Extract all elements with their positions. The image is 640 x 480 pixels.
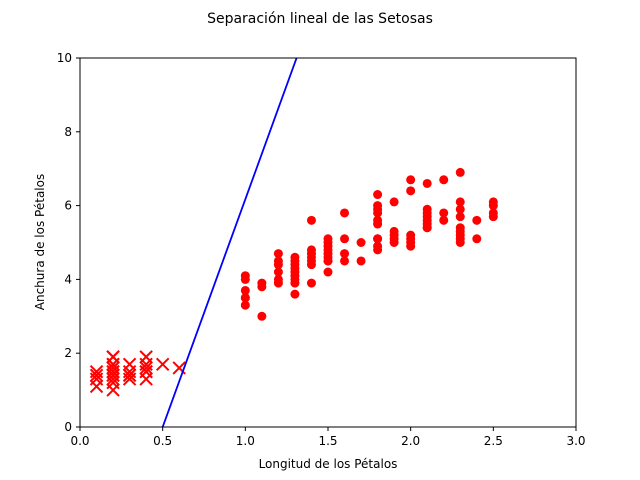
setosa-point (106, 350, 120, 364)
non-setosa-point (389, 230, 399, 240)
non-setosa-point (240, 285, 250, 295)
y-tick-label: 10 (57, 51, 72, 65)
non-setosa-point (455, 230, 465, 240)
y-tick-label: 0 (64, 420, 72, 434)
non-setosa-point (455, 212, 465, 222)
non-setosa-point (273, 256, 283, 266)
non-setosa-point (290, 289, 300, 299)
non-setosa-point (488, 208, 498, 218)
non-setosa-point (455, 167, 465, 177)
non-setosa-point (439, 208, 449, 218)
non-setosa-point (306, 252, 316, 262)
non-setosa-point (306, 215, 316, 225)
setosa-point (122, 368, 137, 383)
non-setosa-point (422, 208, 432, 218)
non-setosa-point (373, 241, 383, 251)
non-setosa-point (472, 215, 482, 225)
non-setosa-point (439, 215, 449, 225)
x-axis-label: Longitud de los Pétalos (259, 457, 398, 471)
axis-ticks: 0.0 0.5 1.0 1.5 2.0 2.5 3.0 0 2 4 6 8 10 (57, 51, 586, 448)
x-tick-label: 1.5 (318, 434, 337, 448)
setosa-point (139, 350, 153, 364)
non-setosa-point (406, 186, 416, 196)
setosa-point (139, 361, 153, 375)
y-axis-label: Anchura de los Pétalos (33, 174, 47, 310)
x-tick-label: 0.5 (153, 434, 172, 448)
non-setosa-point (373, 215, 383, 225)
non-setosa-point (340, 249, 350, 259)
non-setosa-point (455, 197, 465, 207)
plot-area (89, 58, 498, 427)
non-setosa-point (257, 278, 267, 288)
non-setosa-point (340, 256, 350, 266)
non-setosa-point (290, 252, 300, 262)
x-tick-label: 2.5 (484, 434, 503, 448)
chart-title: Separación lineal de las Setosas (207, 11, 433, 27)
setosa-point (155, 357, 170, 371)
non-setosa-point (273, 249, 283, 259)
setosa-point (106, 361, 120, 375)
non-setosa-point (273, 267, 283, 277)
non-setosa-point (273, 274, 283, 284)
x-tick-label: 0.0 (70, 434, 89, 448)
non-setosa-point (373, 204, 383, 214)
non-setosa-point (290, 278, 300, 288)
non-setosa-point (306, 278, 316, 288)
non-setosa-point (323, 256, 333, 266)
non-setosa-point (455, 204, 465, 214)
non-setosa-point (455, 238, 465, 247)
non-setosa-point (422, 178, 432, 188)
setosa-point (122, 357, 137, 371)
non-setosa-point (323, 267, 333, 277)
non-setosa-point (488, 197, 498, 207)
y-tick-label: 4 (64, 272, 72, 286)
non-setosa-point (356, 238, 366, 247)
non-setosa-point (257, 311, 267, 321)
y-tick-label: 8 (64, 125, 72, 139)
non-setosa-point (373, 190, 383, 200)
non-setosa-point (422, 223, 432, 233)
non-setosa-point (406, 175, 416, 185)
x-tick-label: 1.0 (236, 434, 255, 448)
setosa-point (89, 368, 104, 383)
non-setosa-point (472, 234, 482, 244)
non-setosa-point (455, 223, 465, 233)
non-setosa-point (389, 197, 399, 207)
non-setosa-point (240, 271, 250, 281)
y-tick-label: 6 (64, 199, 72, 213)
non-setosa-point (323, 234, 333, 244)
non-setosa-point (439, 175, 449, 185)
non-setosa-point (323, 245, 333, 255)
non-setosa-point (306, 245, 316, 255)
y-tick-label: 2 (64, 346, 72, 360)
non-setosa-point (340, 234, 350, 244)
x-tick-label: 2.0 (401, 434, 420, 448)
separation-line (161, 58, 298, 427)
non-setosa-point (356, 256, 366, 266)
non-setosa-point (406, 230, 416, 240)
x-tick-label: 3.0 (566, 434, 585, 448)
non-setosa-point (240, 293, 250, 303)
non-setosa-point (240, 300, 250, 310)
non-setosa-point (373, 234, 383, 244)
non-setosa-point (340, 208, 350, 218)
setosa-point (89, 364, 104, 379)
